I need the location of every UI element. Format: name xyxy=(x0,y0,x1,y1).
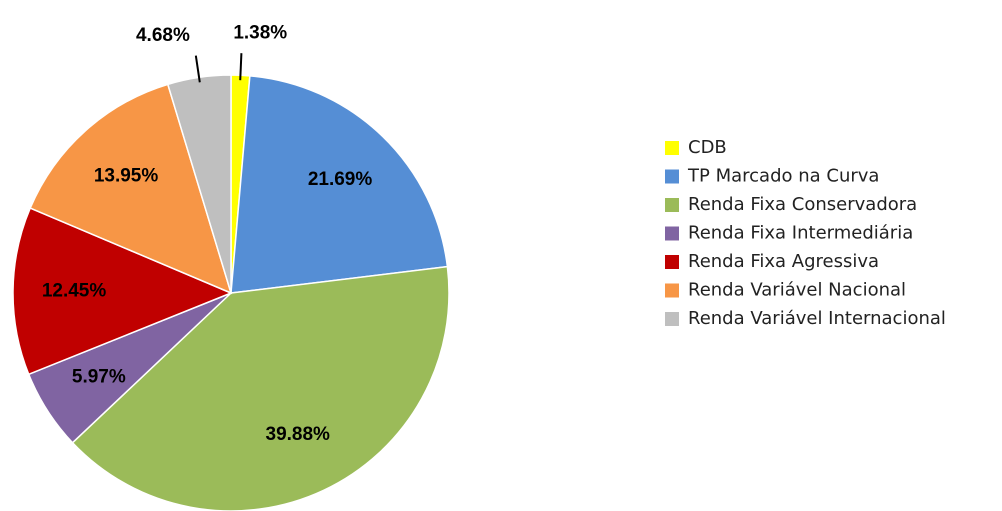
legend-label: Renda Fixa Agressiva xyxy=(688,251,879,272)
legend-label: Renda Variável Internacional xyxy=(688,308,946,329)
legend-label: Renda Variável Nacional xyxy=(688,280,906,301)
pie-slice xyxy=(230,75,449,294)
pie-slice xyxy=(29,83,233,295)
leader-line xyxy=(194,55,201,83)
pie-slice xyxy=(71,265,450,511)
legend-label: CDB xyxy=(688,137,727,158)
data-label: 12.45% xyxy=(42,281,107,302)
legend-swatch xyxy=(665,312,679,326)
legend-swatch xyxy=(665,283,679,298)
legend-label: Renda Fixa Intermediária xyxy=(688,223,913,244)
leader-line xyxy=(239,53,243,81)
data-label: 1.38% xyxy=(233,22,287,43)
data-label: 4.68% xyxy=(136,25,190,46)
legend-label: Renda Fixa Conservadora xyxy=(688,194,917,215)
data-label: 21.69% xyxy=(308,169,373,190)
legend-swatch xyxy=(665,198,679,212)
data-label: 13.95% xyxy=(94,165,159,186)
data-label: 39.88% xyxy=(266,424,331,445)
data-label: 5.97% xyxy=(72,367,126,388)
legend-swatch xyxy=(665,141,679,155)
legend-swatch xyxy=(665,255,679,269)
pie-slice xyxy=(12,207,233,376)
legend-swatch xyxy=(665,226,679,241)
legend-swatch xyxy=(665,169,679,184)
legend-label: TP Marcado na Curva xyxy=(687,166,879,187)
